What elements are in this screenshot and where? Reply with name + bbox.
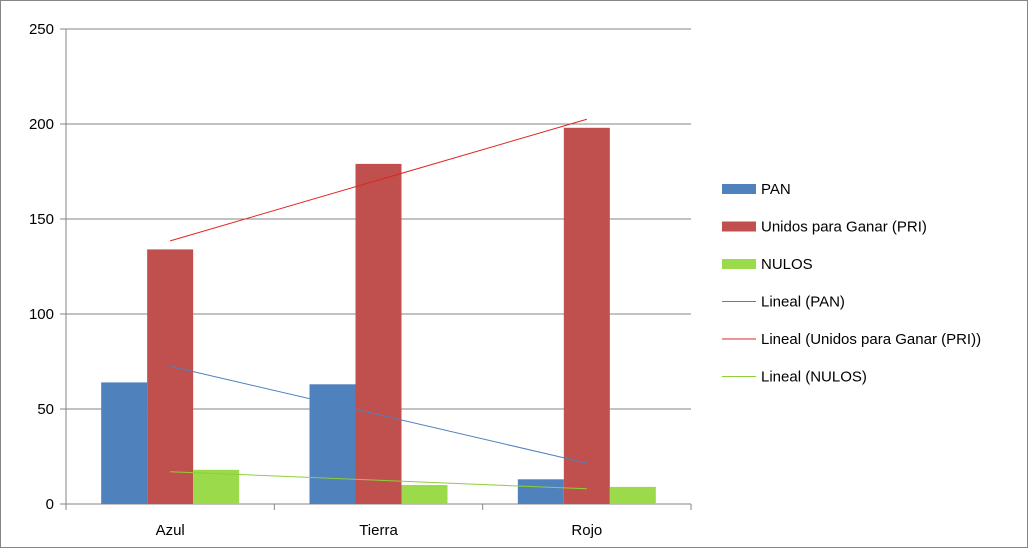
bar-unidos-para-ganar-pri-rojo bbox=[563, 127, 610, 505]
bar-unidos-para-ganar-pri-azul bbox=[147, 249, 194, 504]
bar-pan-azul bbox=[101, 382, 148, 504]
legend-swatch bbox=[722, 184, 756, 194]
trendline-2 bbox=[170, 471, 587, 490]
trendlines bbox=[170, 118, 587, 490]
y-tick-label: 0 bbox=[46, 496, 54, 513]
legend-label: Unidos para Ganar (PRI) bbox=[761, 219, 927, 236]
y-tick-label: 250 bbox=[29, 21, 54, 38]
legend: PAN Unidos para Ganar (PRI) NULOS Lineal (P… bbox=[722, 181, 981, 386]
legend-swatch bbox=[722, 221, 756, 232]
bar-nulos-tierra bbox=[401, 485, 448, 504]
bar-nulos-rojo bbox=[609, 486, 656, 504]
legend-label: Lineal (NULOS) bbox=[761, 369, 867, 386]
y-tick-label: 50 bbox=[37, 401, 54, 418]
bars bbox=[101, 127, 656, 505]
bar-unidos-para-ganar-pri-tierra bbox=[355, 163, 402, 504]
legend-label: PAN bbox=[761, 181, 791, 198]
legend-swatch bbox=[722, 259, 756, 269]
y-tick-label: 100 bbox=[29, 306, 54, 323]
legend-label: Lineal (PAN) bbox=[761, 294, 845, 311]
trendline-1 bbox=[170, 118, 587, 242]
y-tick-label: 150 bbox=[29, 211, 54, 228]
x-tick-label: Tierra bbox=[359, 522, 398, 539]
legend-label: Lineal (Unidos para Ganar (PRI)) bbox=[761, 331, 981, 348]
legend-label: NULOS bbox=[761, 256, 813, 273]
x-tick-label: Azul bbox=[156, 522, 185, 539]
trendline-0 bbox=[170, 365, 587, 464]
tick-labels: 0 50 100 150 200 250 Azul Tierra Rojo bbox=[29, 21, 602, 539]
x-tick-label: Rojo bbox=[571, 522, 602, 539]
bar-pan-tierra bbox=[309, 384, 356, 504]
bar-nulos-azul bbox=[193, 469, 240, 504]
y-tick-label: 200 bbox=[29, 116, 54, 133]
bar-pan-rojo bbox=[517, 479, 564, 504]
